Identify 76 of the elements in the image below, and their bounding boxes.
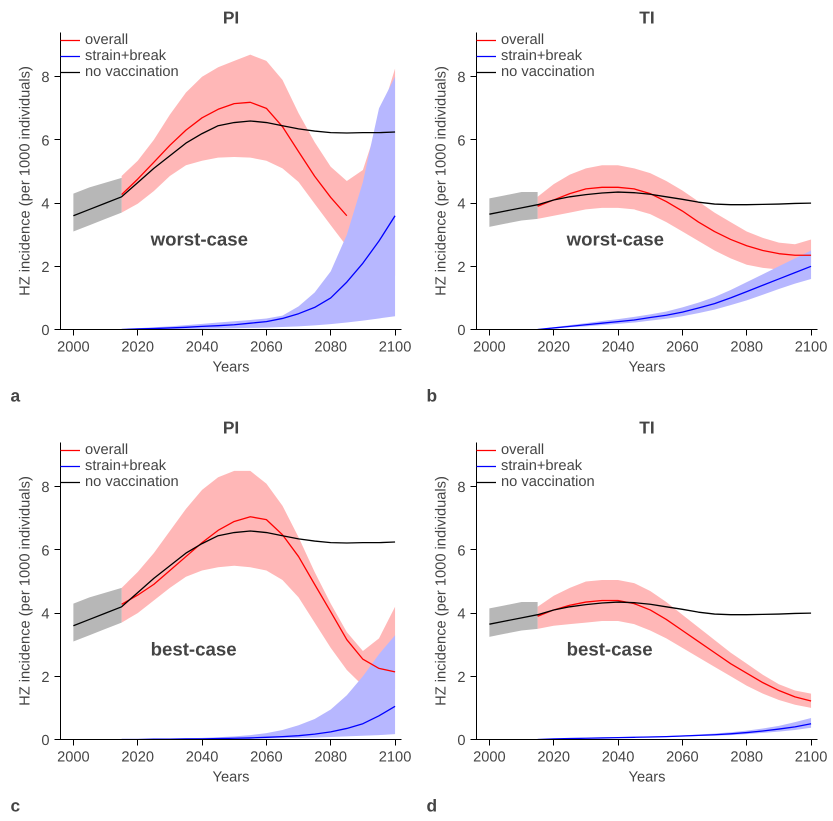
x-tick-label: 2100: [378, 750, 412, 766]
x-tick-label: 2040: [602, 340, 634, 356]
x-tick-label: 2000: [57, 340, 90, 356]
y-tick-label: 6: [457, 543, 466, 560]
y-tick-label: 0: [41, 323, 50, 339]
annotation: best-case: [566, 638, 653, 660]
legend-label: strain+break: [85, 48, 166, 64]
legend-label: strain+break: [501, 458, 582, 474]
y-tick-label: 8: [457, 480, 466, 496]
x-axis-title: Years: [212, 770, 250, 786]
x-tick-label: 2060: [250, 750, 283, 766]
x-axis-title: Years: [212, 360, 250, 376]
legend-label: no vaccination: [85, 474, 179, 490]
y-tick-label: 4: [41, 196, 50, 213]
legend-label: strain+break: [501, 48, 582, 64]
legend-label: no vaccination: [85, 64, 179, 80]
y-axis-title: HZ incidence (per 1000 individuals): [433, 66, 450, 296]
y-tick-label: 4: [457, 606, 466, 623]
annotation: worst-case: [566, 228, 664, 250]
text: b: [426, 386, 438, 406]
x-axis-title: Years: [628, 360, 666, 376]
annotation: worst-case: [150, 228, 248, 250]
x-tick-label: 2060: [666, 750, 699, 766]
y-tick-label: 2: [457, 670, 466, 686]
y-tick-label: 6: [41, 543, 50, 560]
x-tick-label: 2100: [794, 750, 828, 766]
legend-label: overall: [85, 32, 128, 48]
x-tick-label: 2040: [186, 750, 218, 766]
x-tick-label: 2000: [473, 750, 506, 766]
y-tick-label: 0: [457, 733, 466, 749]
legend-label: overall: [501, 32, 544, 48]
x-tick-label: 2020: [121, 340, 154, 356]
y-tick-label: 4: [41, 606, 50, 623]
annotation: best-case: [150, 638, 237, 660]
x-tick-label: 2020: [537, 340, 570, 356]
legend-label: no vaccination: [501, 474, 595, 490]
x-tick-label: 2080: [730, 750, 764, 766]
x-tick-label: 2000: [473, 340, 506, 356]
x-tick-label: 2040: [186, 340, 218, 356]
x-axis-title: Years: [628, 770, 666, 786]
x-tick-label: 2080: [314, 340, 348, 356]
y-tick-label: 2: [457, 260, 466, 276]
x-tick-label: 2080: [314, 750, 348, 766]
text: d: [426, 796, 438, 816]
y-axis-title: HZ incidence (per 1000 individuals): [433, 476, 450, 706]
text: c: [10, 796, 20, 816]
y-tick-label: 6: [41, 133, 50, 150]
chart-title: PI: [222, 8, 240, 28]
chart-title: PI: [222, 418, 240, 438]
legend-label: overall: [85, 442, 128, 458]
y-tick-label: 8: [41, 480, 50, 496]
y-tick-label: 2: [41, 260, 50, 276]
x-tick-label: 2100: [794, 340, 828, 356]
chart-title: TI: [639, 418, 655, 438]
x-tick-label: 2040: [602, 750, 634, 766]
y-tick-label: 0: [457, 323, 466, 339]
y-tick-label: 6: [457, 133, 466, 150]
x-tick-label: 2080: [730, 340, 764, 356]
y-tick-label: 8: [457, 70, 466, 86]
y-tick-label: 0: [41, 733, 50, 749]
x-tick-label: 2020: [121, 750, 154, 766]
x-tick-label: 2060: [666, 340, 699, 356]
text: a: [10, 386, 20, 406]
x-tick-label: 2020: [537, 750, 570, 766]
legend-label: strain+break: [85, 458, 166, 474]
y-tick-label: 2: [41, 670, 50, 686]
legend-label: overall: [501, 442, 544, 458]
y-axis-title: HZ incidence (per 1000 individuals): [17, 476, 34, 706]
y-tick-label: 8: [41, 70, 50, 86]
chart-title: TI: [639, 8, 655, 28]
y-tick-label: 4: [457, 196, 466, 213]
x-tick-label: 2100: [378, 340, 412, 356]
x-tick-label: 2000: [57, 750, 90, 766]
x-tick-label: 2060: [250, 340, 283, 356]
legend-label: no vaccination: [501, 64, 595, 80]
y-axis-title: HZ incidence (per 1000 individuals): [17, 66, 34, 296]
